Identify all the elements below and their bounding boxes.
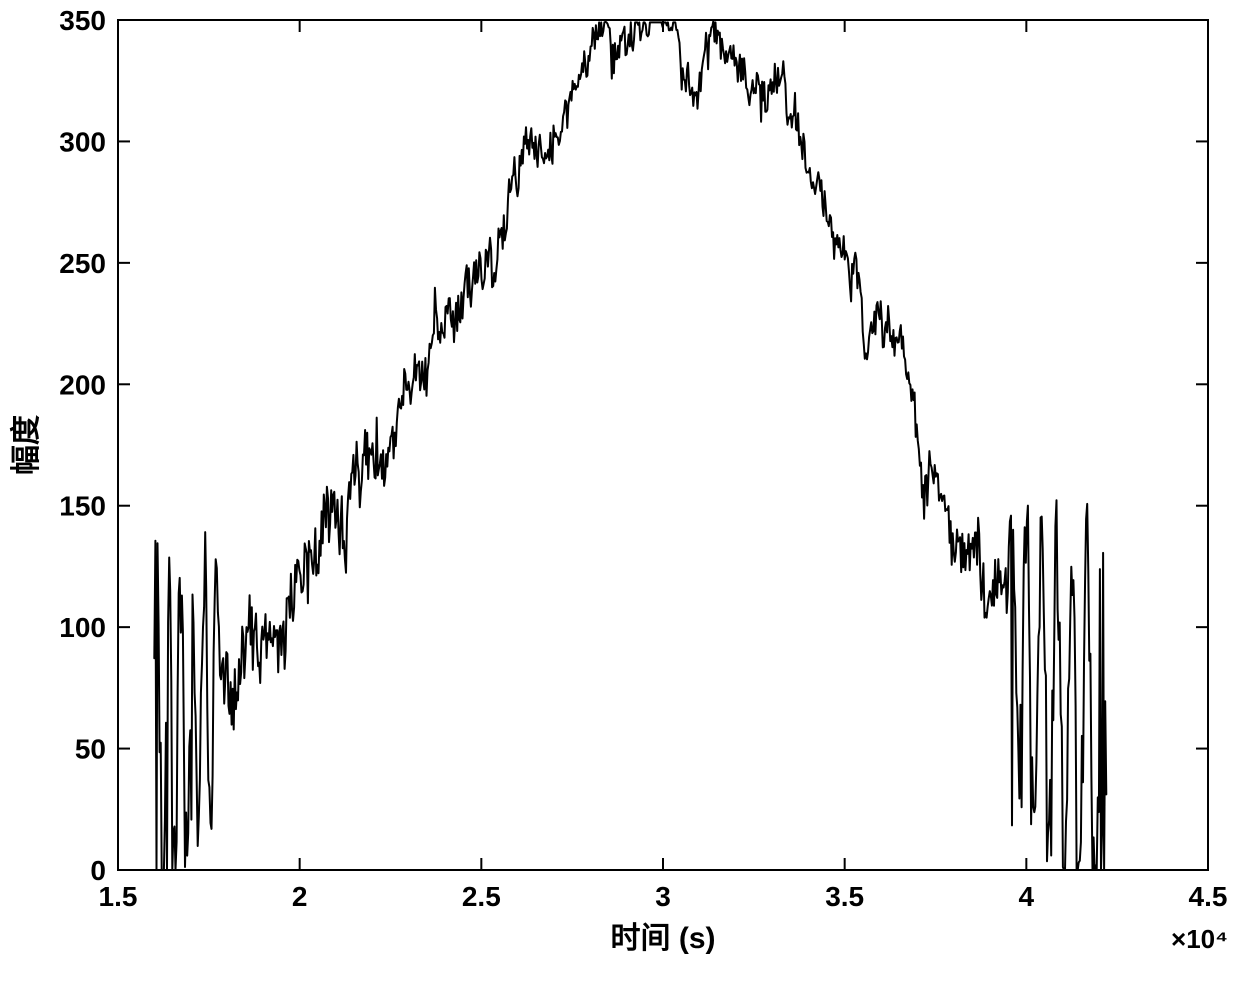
- y-tick-label: 50: [75, 734, 106, 765]
- x-tick-label: 4.5: [1189, 881, 1228, 912]
- y-tick-label: 350: [59, 5, 106, 36]
- y-tick-label: 250: [59, 248, 106, 279]
- x-tick-label: 2: [292, 881, 308, 912]
- y-tick-label: 0: [90, 855, 106, 886]
- chart-svg: 1.522.533.544.5 050100150200250300350 时间…: [0, 0, 1240, 987]
- y-tick-label: 100: [59, 612, 106, 643]
- x-tick-label: 2.5: [462, 881, 501, 912]
- x-tick-label: 4: [1019, 881, 1035, 912]
- plot-background: [118, 20, 1208, 870]
- y-tick-label: 150: [59, 491, 106, 522]
- x-tick-label: 3.5: [825, 881, 864, 912]
- y-tick-label: 200: [59, 369, 106, 400]
- x-exponent-label: ×10⁴: [1171, 924, 1228, 954]
- y-tick-label: 300: [59, 126, 106, 157]
- x-axis-label: 时间 (s): [611, 922, 716, 955]
- x-tick-label: 3: [655, 881, 671, 912]
- chart-container: 1.522.533.544.5 050100150200250300350 时间…: [0, 0, 1240, 987]
- y-axis-label: 幅度: [10, 415, 43, 475]
